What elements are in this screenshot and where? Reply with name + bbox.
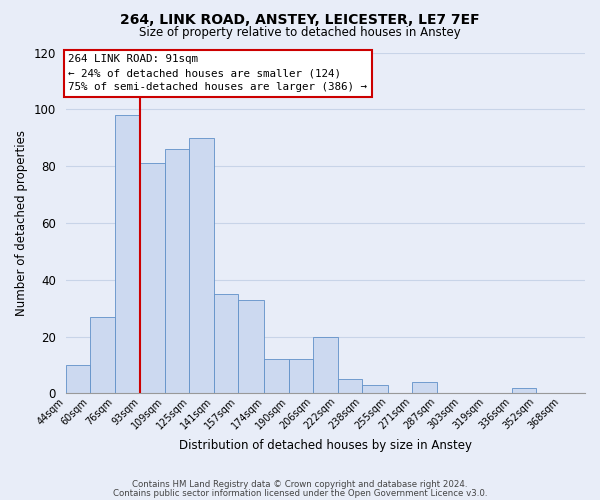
Text: 264, LINK ROAD, ANSTEY, LEICESTER, LE7 7EF: 264, LINK ROAD, ANSTEY, LEICESTER, LE7 7… (120, 12, 480, 26)
Bar (214, 294, 238, 394)
X-axis label: Distribution of detached houses by size in Anstey: Distribution of detached houses by size … (179, 440, 472, 452)
Text: Contains public sector information licensed under the Open Government Licence v3: Contains public sector information licen… (113, 488, 487, 498)
Bar (140, 164, 165, 394)
Bar (412, 382, 437, 394)
Text: Size of property relative to detached houses in Anstey: Size of property relative to detached ho… (139, 26, 461, 39)
Bar (65, 365, 90, 394)
Bar (313, 336, 338, 394)
Bar (289, 360, 313, 394)
Bar (165, 149, 190, 394)
Bar (362, 385, 388, 394)
Text: Contains HM Land Registry data © Crown copyright and database right 2024.: Contains HM Land Registry data © Crown c… (132, 480, 468, 489)
Bar (115, 115, 140, 394)
Bar (264, 360, 289, 394)
Bar (512, 388, 536, 394)
Bar (238, 300, 264, 394)
Y-axis label: Number of detached properties: Number of detached properties (15, 130, 28, 316)
Text: 264 LINK ROAD: 91sqm
← 24% of detached houses are smaller (124)
75% of semi-deta: 264 LINK ROAD: 91sqm ← 24% of detached h… (68, 54, 367, 92)
Bar (90, 316, 115, 394)
Bar (338, 379, 362, 394)
Bar (190, 138, 214, 394)
